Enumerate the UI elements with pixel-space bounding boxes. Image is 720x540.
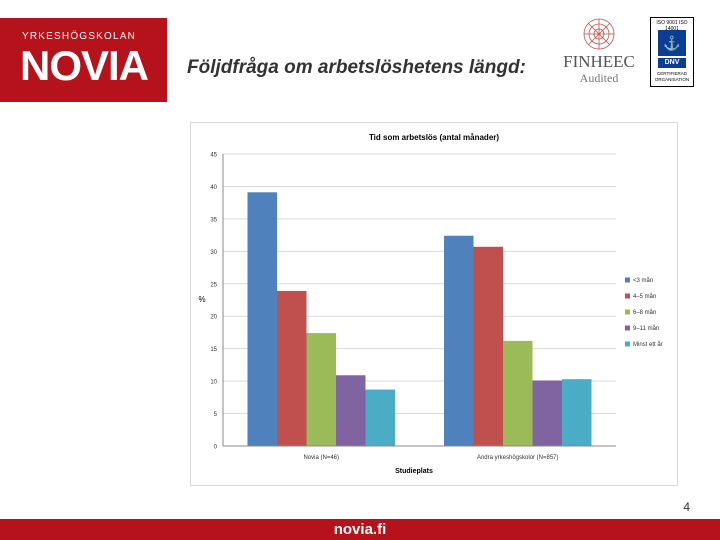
chart-y-tick-label: 0 [214, 445, 218, 451]
chart-y-tick-label: 5 [214, 412, 218, 418]
footer-url: novia.fi [333, 521, 387, 538]
chart-legend-swatch [625, 293, 630, 299]
chart-y-tick-label: 35 [210, 217, 217, 223]
chart-x-tick-label: Andra yrkeshögskolor (N=857) [477, 455, 559, 461]
chart-bar [365, 389, 395, 446]
unemployment-duration-chart: Tid som arbetslös (antal månader) % Stud… [198, 133, 663, 475]
chart-y-tick-label: 10 [210, 380, 217, 386]
chart-frame: Tid som arbetslös (antal månader) % Stud… [190, 122, 678, 486]
finheec-name: FINHEEC [563, 52, 635, 71]
chart-title: Tid som arbetslös (antal månader) [369, 133, 499, 142]
chart-legend-swatch [625, 325, 630, 331]
chart-y-tick-label: 40 [210, 185, 217, 191]
logo-main-text: NOVIA [20, 42, 149, 89]
chart-bar [562, 379, 592, 446]
certification-mark-text: DNV [658, 58, 686, 68]
chart-bar [473, 246, 503, 446]
chart-bar [247, 192, 277, 446]
finheec-logo: FINHEEC Audited [556, 16, 642, 90]
chart-bar [532, 380, 562, 446]
chart-y-tick-label: 30 [210, 250, 217, 256]
chart-y-tick-label: 25 [210, 282, 217, 288]
chart-bar [277, 290, 307, 446]
chart-legend-swatch [625, 309, 630, 315]
chart-y-axis-label: % [198, 295, 205, 304]
chart-bar [306, 333, 336, 446]
chart-x-tick-label: Novia (N=46) [303, 455, 339, 461]
chart-legend-swatch [625, 277, 630, 283]
certification-top-text: ISO 9001 ISO 14001 [656, 20, 688, 32]
chart-y-tick-label: 45 [210, 153, 217, 159]
chart-legend-label: Minst ett år [633, 341, 663, 348]
chart-legend-swatch [625, 341, 630, 347]
slide-title: Följdfråga om arbetslöshetens längd: [187, 57, 526, 78]
chart-legend-label: 6–8 mån [633, 309, 656, 316]
chart-y-tick-label: 20 [210, 315, 217, 321]
slide-page-number: 4 [683, 500, 690, 514]
logo-top-text: YRKESHÖGSKOLAN [22, 31, 137, 42]
chart-bar [503, 340, 533, 446]
dnv-ship-icon: ⚓ [658, 30, 686, 56]
certification-bottom-text: CERTIFIERAD ORGANISATION [654, 71, 690, 82]
chart-legend-label: 4–5 mån [633, 293, 656, 300]
finheec-emblem-icon [583, 18, 615, 50]
dnv-certification-badge: ISO 9001 ISO 14001 ⚓ DNV CERTIFIERAD ORG… [650, 17, 694, 87]
chart-x-axis-label: Studieplats [395, 468, 433, 475]
chart-y-tick-label: 15 [210, 347, 217, 353]
chart-bar [336, 375, 366, 446]
finheec-subtitle: Audited [579, 71, 619, 85]
chart-bar [444, 235, 474, 446]
footer-bar: novia.fi [0, 519, 720, 540]
chart-legend-label: 9–11 mån [633, 325, 659, 332]
chart-legend-label: <3 mån [633, 277, 653, 284]
novia-logo: YRKESHÖGSKOLAN NOVIA [0, 18, 167, 102]
